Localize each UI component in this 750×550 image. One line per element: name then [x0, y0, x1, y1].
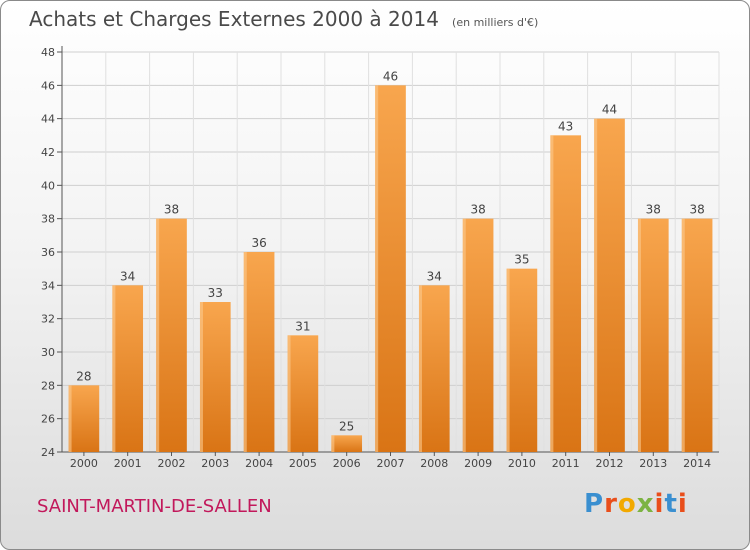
data-label: 31 — [295, 319, 310, 333]
data-labels: 28 34 38 33 36 31 25 46 34 38 35 43 44 38 38 — [76, 69, 704, 433]
bar — [243, 252, 275, 452]
x-tick-label: 2000 — [70, 457, 98, 470]
bar — [199, 302, 231, 452]
title-row: Achats et Charges Externes 2000 à 2014 (… — [29, 7, 538, 31]
chart-unit: (en milliers d'€) — [452, 16, 539, 29]
y-tick-label: 36 — [41, 246, 55, 259]
y-tick-label: 32 — [41, 313, 55, 326]
x-tick-label: 2014 — [683, 457, 711, 470]
bar-highlight — [331, 435, 335, 452]
data-label: 46 — [383, 69, 398, 83]
x-tick-label: 2008 — [420, 457, 448, 470]
bar — [462, 218, 494, 452]
y-tick-label: 34 — [41, 279, 55, 292]
bar-highlight — [550, 135, 554, 453]
bar-highlight — [112, 285, 116, 452]
y-tick-label: 48 — [41, 46, 55, 59]
bar-highlight — [462, 218, 466, 452]
x-tick-label: 2001 — [114, 457, 142, 470]
bar — [68, 385, 100, 452]
x-tick-label: 2003 — [201, 457, 229, 470]
bar — [375, 85, 406, 452]
data-label: 33 — [208, 286, 223, 300]
x-tick-label: 2012 — [596, 457, 624, 470]
data-label: 38 — [470, 203, 485, 217]
bar-highlight — [68, 385, 72, 452]
x-tick-label: 2011 — [552, 457, 580, 470]
bar — [637, 218, 669, 452]
bar — [112, 285, 144, 452]
data-label: 34 — [427, 269, 442, 283]
x-tick-label: 2007 — [377, 457, 405, 470]
data-label: 25 — [339, 419, 354, 433]
bar-highlight — [243, 252, 247, 452]
x-tick-label: 2009 — [464, 457, 492, 470]
chart-title: Achats et Charges Externes 2000 à 2014 — [29, 7, 439, 31]
commune-name: SAINT-MARTIN-DE-SALLEN — [37, 496, 272, 517]
data-label: 43 — [558, 119, 573, 133]
bar-highlight — [681, 218, 685, 452]
bar-highlight — [506, 268, 510, 452]
bar-highlight — [418, 285, 422, 452]
bar — [506, 268, 538, 452]
bar-highlight — [375, 85, 379, 452]
bar-highlight — [594, 118, 598, 453]
y-tick-label: 26 — [41, 413, 55, 426]
bar — [418, 285, 450, 452]
bars — [68, 85, 713, 453]
bar — [594, 118, 625, 453]
data-label: 28 — [76, 369, 91, 383]
bar-chart: 24 26 28 30 32 34 36 38 40 42 44 46 48 2000 2001 2002 20… — [41, 46, 720, 470]
y-tick-label: 28 — [41, 379, 55, 392]
data-label: 38 — [689, 203, 704, 217]
x-tick-label: 2005 — [289, 457, 317, 470]
bar — [287, 335, 319, 452]
x-tick-label: 2010 — [508, 457, 536, 470]
bar-highlight — [287, 335, 291, 452]
data-label: 38 — [164, 203, 179, 217]
y-tick-label: 46 — [41, 79, 55, 92]
data-label: 34 — [120, 269, 135, 283]
x-tick-label: 2013 — [639, 457, 667, 470]
data-label: 35 — [514, 253, 529, 267]
bar — [550, 135, 582, 453]
x-tick-label: 2002 — [158, 457, 186, 470]
y-tick-label: 30 — [41, 346, 55, 359]
bar — [331, 435, 363, 452]
data-label: 38 — [646, 203, 661, 217]
y-tick-label: 38 — [41, 213, 55, 226]
bar-highlight — [156, 218, 160, 452]
x-tick-label: 2006 — [333, 457, 361, 470]
bar-highlight — [199, 302, 203, 452]
x-tick-label: 2004 — [245, 457, 273, 470]
bar-highlight — [637, 218, 641, 452]
y-tick-label: 40 — [41, 179, 55, 192]
bar — [681, 218, 713, 452]
bar — [156, 218, 187, 452]
data-label: 36 — [251, 236, 266, 250]
y-tick-label: 44 — [41, 113, 55, 126]
proxiti-logo: Proxiti — [584, 489, 688, 519]
y-tick-label: 42 — [41, 146, 55, 159]
y-tick-label: 24 — [41, 446, 55, 459]
data-label: 44 — [602, 103, 617, 117]
